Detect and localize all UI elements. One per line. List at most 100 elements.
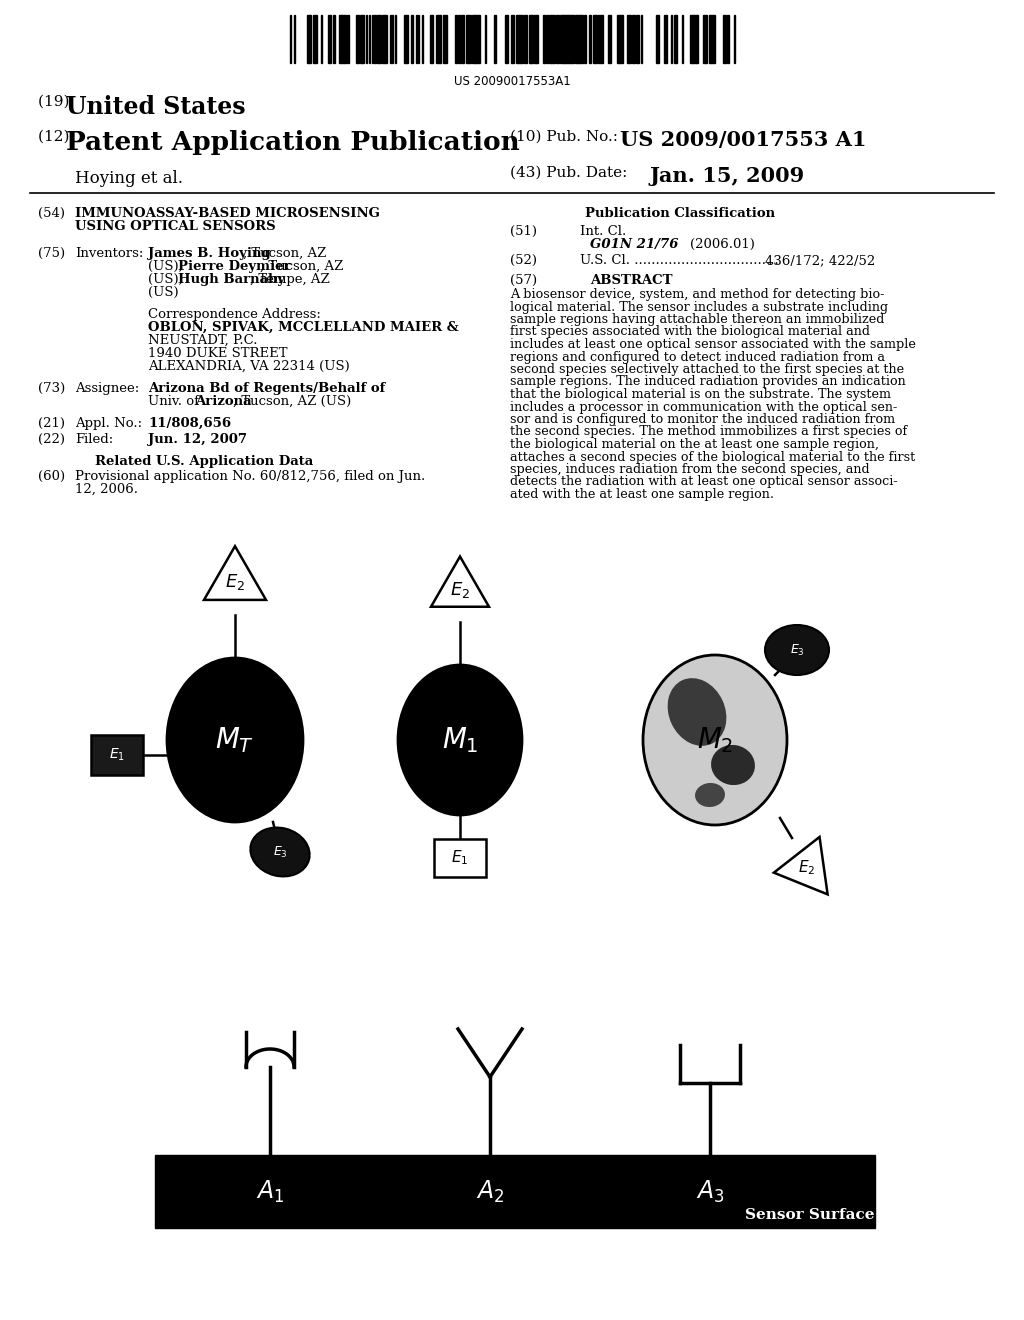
Ellipse shape [668,678,726,746]
Text: A biosensor device, system, and method for detecting bio-: A biosensor device, system, and method f… [510,288,885,301]
Text: second species selectively attached to the first species at the: second species selectively attached to t… [510,363,904,376]
Text: , Tucson, AZ (US): , Tucson, AZ (US) [233,395,351,408]
Text: species, induces radiation from the second species, and: species, induces radiation from the seco… [510,463,869,477]
Bar [674,15,677,63]
Text: Sensor Surface: Sensor Surface [745,1208,874,1222]
Bar [520,15,523,63]
Bar [703,15,707,63]
Ellipse shape [643,655,787,825]
Bar [636,15,639,63]
Text: attaches a second species of the biological material to the first: attaches a second species of the biologi… [510,450,915,463]
Bar [455,15,457,63]
Text: detects the radiation with at least one optical sensor associ-: detects the radiation with at least one … [510,475,898,488]
Bar [575,15,578,63]
Bar [385,15,387,63]
Bar [382,15,385,63]
Bar [347,15,349,63]
Bar [356,15,358,63]
Text: United States: United States [66,95,246,119]
Text: (US);: (US); [148,273,187,286]
Text: that the biological material is on the substrate. The system: that the biological material is on the s… [510,388,891,401]
Text: (19): (19) [38,95,75,110]
Text: $E_3$: $E_3$ [790,643,805,657]
Text: $E_1$: $E_1$ [452,849,469,867]
Bar [434,840,486,876]
Text: , Tucson, AZ: , Tucson, AZ [243,247,327,260]
Text: (52): (52) [510,253,537,267]
Bar [472,15,474,63]
Text: $E_3$: $E_3$ [272,845,288,859]
Text: Hugh Barnaby: Hugh Barnaby [178,273,285,286]
Bar [309,15,311,63]
Text: (54): (54) [38,207,65,220]
Bar [572,15,574,63]
Bar [598,15,603,63]
Text: (12): (12) [38,129,75,144]
Bar [307,15,309,63]
Bar [360,15,362,63]
Text: Hoying et al.: Hoying et al. [75,170,183,187]
Text: ABSTRACT: ABSTRACT [590,275,673,286]
Text: (US): (US) [148,286,178,300]
Text: Arizona: Arizona [195,395,252,408]
Text: $E_1$: $E_1$ [109,747,125,763]
Bar [546,15,548,63]
Bar [664,15,667,63]
Bar [578,15,583,63]
Bar [340,15,345,63]
Text: Assignee:: Assignee: [75,381,139,395]
Text: Filed:: Filed: [75,433,114,446]
Bar [411,15,413,63]
Text: , Tucson, AZ: , Tucson, AZ [260,260,343,273]
Text: (73): (73) [38,381,66,395]
Bar [378,15,381,63]
Text: (51): (51) [510,224,537,238]
Bar [617,15,618,63]
Text: Provisional application No. 60/812,756, filed on Jun.: Provisional application No. 60/812,756, … [75,470,425,483]
Text: James B. Hoying: James B. Hoying [148,247,270,260]
Text: (43) Pub. Date:: (43) Pub. Date: [510,166,628,180]
Text: sor and is configured to monitor the induced radiation from: sor and is configured to monitor the ind… [510,413,895,426]
Bar [511,15,514,63]
Bar [313,15,317,63]
Text: Related U.S. Application Data: Related U.S. Application Data [95,455,313,469]
Polygon shape [204,546,266,599]
Text: $E_2$: $E_2$ [225,572,245,591]
Bar [467,15,471,63]
Bar [710,15,715,63]
Text: $E_2$: $E_2$ [799,858,816,878]
Ellipse shape [167,657,303,822]
Bar [328,15,331,63]
Text: $M_2$: $M_2$ [697,725,733,755]
Text: , Tempe, AZ: , Tempe, AZ [250,273,330,286]
Text: $M_T$: $M_T$ [215,725,255,755]
Bar [627,15,631,63]
Text: (2006.01): (2006.01) [690,238,755,251]
Bar [536,15,538,63]
Text: 11/808,656: 11/808,656 [148,417,231,430]
Text: US 20090017553A1: US 20090017553A1 [454,75,570,88]
Text: OBLON, SPIVAK, MCCLELLAND MAIER &: OBLON, SPIVAK, MCCLELLAND MAIER & [148,321,459,334]
Text: Jan. 15, 2009: Jan. 15, 2009 [650,166,805,186]
Bar [436,15,440,63]
Text: $A_3$: $A_3$ [695,1179,724,1205]
Bar [694,15,696,63]
Text: Univ. of: Univ. of [148,395,203,408]
Bar [608,15,611,63]
Text: Inventors:: Inventors: [75,247,143,260]
Text: Jun. 12, 2007: Jun. 12, 2007 [148,433,247,446]
Text: (22): (22) [38,433,65,446]
Bar [632,15,634,63]
Text: sample regions. The induced radiation provides an indication: sample regions. The induced radiation pr… [510,375,906,388]
Text: sample regions having attachable thereon an immobilized: sample regions having attachable thereon… [510,313,885,326]
Text: ated with the at least one sample region.: ated with the at least one sample region… [510,488,774,502]
Bar [516,15,520,63]
Text: includes at least one optical sensor associated with the sample: includes at least one optical sensor ass… [510,338,915,351]
Text: Patent Application Publication: Patent Application Publication [66,129,520,154]
Bar [723,15,726,63]
Text: $A_2$: $A_2$ [476,1179,504,1205]
Ellipse shape [398,665,522,814]
Bar [618,15,623,63]
Text: Pierre Deymier: Pierre Deymier [178,260,291,273]
Bar [91,735,143,775]
